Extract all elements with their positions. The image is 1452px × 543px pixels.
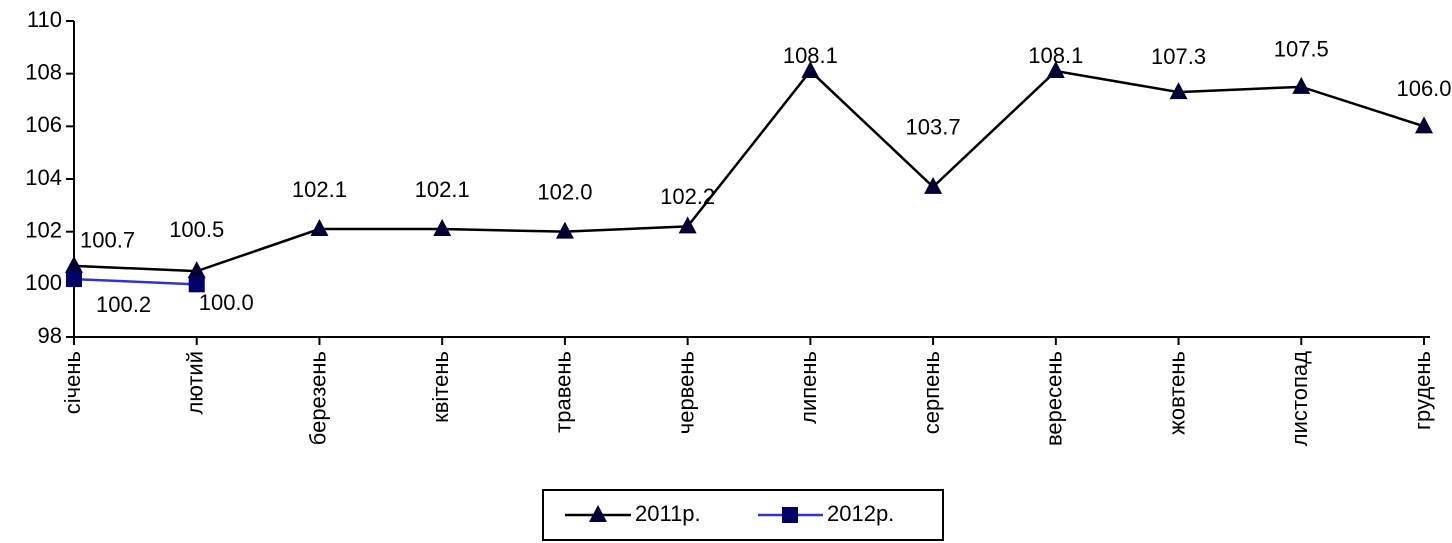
data-label: 102.2 — [660, 184, 715, 209]
data-point-marker — [65, 255, 83, 273]
y-tick-label: 106 — [25, 112, 62, 137]
y-tick-label: 108 — [25, 59, 62, 84]
data-point-marker — [1292, 76, 1311, 94]
data-point-marker — [433, 219, 452, 237]
data-point-marker — [66, 271, 82, 288]
data-label: 102.1 — [415, 177, 470, 202]
data-point-marker — [188, 276, 205, 293]
data-point-marker — [801, 61, 820, 79]
data-label: 100.2 — [96, 292, 151, 317]
x-tick-label: жовтень — [1164, 351, 1189, 435]
y-ticks: 98 100 102 104 106 108 110 — [25, 7, 74, 348]
y-tick-label: 98 — [38, 323, 62, 348]
x-tick-label: лютий — [183, 351, 208, 415]
x-tick-label: червень — [673, 351, 698, 434]
legend-label: 2012р. — [827, 501, 894, 526]
data-label: 107.3 — [1151, 44, 1206, 69]
x-tick-label: квітень — [428, 351, 453, 423]
data-label: 107.5 — [1274, 37, 1329, 62]
series-line — [73, 69, 1425, 273]
data-point-marker — [924, 176, 943, 194]
y-tick-label: 110 — [27, 7, 62, 32]
data-label: 108.1 — [783, 43, 838, 68]
legend: 2011р. 2012р. — [542, 489, 944, 541]
data-point-marker — [187, 261, 206, 279]
x-tick-label: травень — [551, 351, 576, 433]
data-label: 106.0 — [1396, 76, 1451, 101]
data-label: 100.5 — [169, 217, 224, 242]
y-tick-label: 100 — [25, 270, 62, 295]
data-label: 108.1 — [1028, 43, 1083, 68]
x-tick-label: листопад — [1287, 351, 1312, 446]
series-lines — [73, 69, 1425, 286]
x-tick-label: серпень — [919, 351, 944, 434]
y-tick-label: 102 — [25, 217, 62, 242]
data-labels: 100.7 100.5 102.1 102.1 102.0 102.2 108.1 103.7… — [80, 37, 1452, 317]
data-point-marker — [678, 216, 697, 234]
data-point-marker — [1169, 82, 1188, 100]
markers — [65, 61, 1433, 293]
data-point-marker — [310, 219, 329, 237]
x-tick-label: березень — [305, 351, 330, 445]
data-point-marker — [555, 221, 574, 239]
x-tick-label: липень — [796, 351, 821, 424]
legend-label: 2011р. — [635, 501, 701, 526]
data-label: 103.7 — [906, 115, 961, 140]
data-label: 100.0 — [199, 290, 254, 315]
x-ticks: січень лютий березень квітень травень червень… — [60, 337, 1435, 446]
data-label: 102.0 — [537, 179, 592, 204]
legend-triangle-marker — [589, 505, 607, 522]
data-label: 102.1 — [292, 177, 347, 202]
y-tick-label: 104 — [25, 165, 62, 190]
data-point-marker — [1415, 116, 1433, 134]
x-tick-label: вересень — [1042, 351, 1067, 446]
axes — [73, 21, 1430, 338]
x-tick-label: грудень — [1410, 351, 1435, 430]
data-point-marker — [1046, 61, 1065, 79]
data-label: 100.7 — [80, 228, 135, 253]
x-tick-label: січень — [60, 351, 85, 414]
legend-square-marker — [782, 507, 798, 523]
series-line — [73, 277, 197, 286]
